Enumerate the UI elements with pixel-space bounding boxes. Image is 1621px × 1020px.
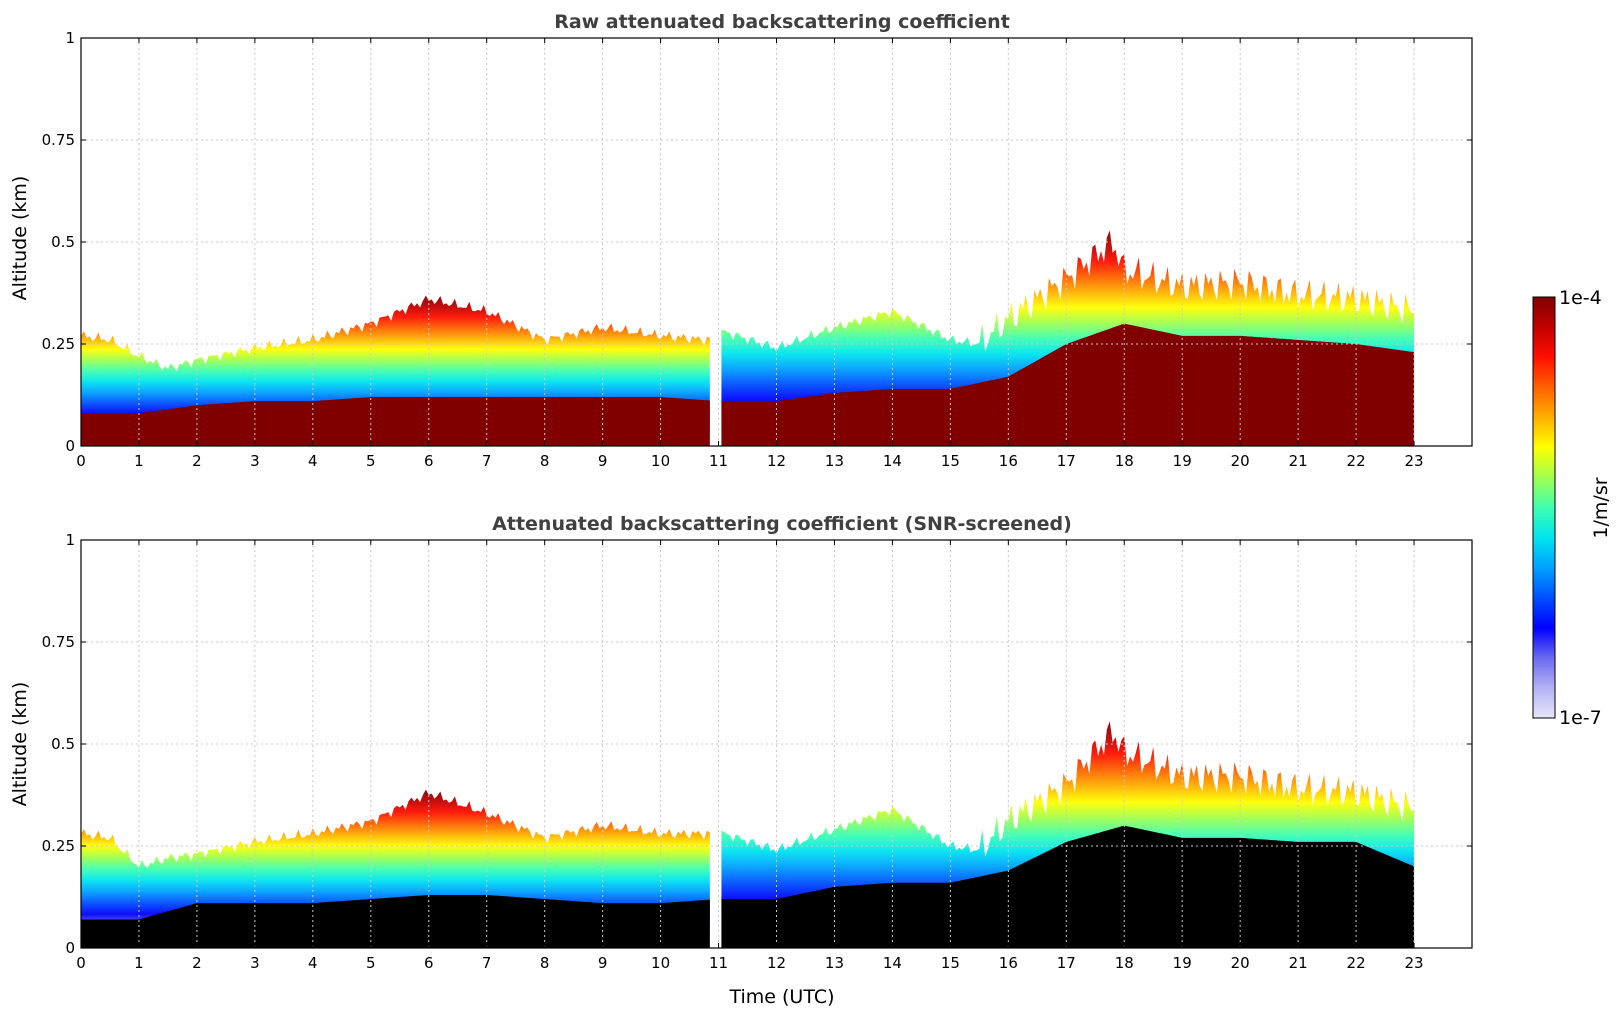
x-tick-label: 21 <box>1289 954 1308 972</box>
plot-area <box>81 230 1415 446</box>
x-tick-label: 12 <box>767 954 786 972</box>
y-axis-label: Altitude (km) <box>9 682 31 807</box>
chart-panel-screened: Attenuated backscattering coefficient (S… <box>9 513 1473 1008</box>
chart-title: Attenuated backscattering coefficient (S… <box>492 513 1072 535</box>
x-tick-label: 3 <box>250 452 260 470</box>
x-tick-label: 6 <box>424 954 434 972</box>
x-tick-label: 1 <box>134 452 144 470</box>
y-tick-label: 0 <box>65 437 75 455</box>
x-tick-label: 19 <box>1173 452 1192 470</box>
chart-panel-raw: Raw attenuated backscattering coefficien… <box>9 11 1473 470</box>
x-tick-label: 8 <box>540 452 550 470</box>
y-tick-label: 1 <box>65 531 75 549</box>
x-tick-label: 7 <box>482 954 492 972</box>
colorbar-swatch <box>1532 296 1556 719</box>
colorbar: 1e-4 1e-7 1/m/sr <box>1532 287 1612 729</box>
colorbar-max-label: 1e-4 <box>1559 287 1602 309</box>
x-tick-label: 5 <box>366 452 376 470</box>
x-tick-label: 17 <box>1057 954 1076 972</box>
x-tick-label: 1 <box>134 954 144 972</box>
x-tick-label: 15 <box>941 954 960 972</box>
x-tick-label: 13 <box>825 452 844 470</box>
x-tick-label: 8 <box>540 954 550 972</box>
x-tick-label: 22 <box>1347 954 1366 972</box>
x-tick-label: 11 <box>709 954 728 972</box>
colorbar-unit-label: 1/m/sr <box>1590 477 1612 538</box>
x-tick-label: 3 <box>250 954 260 972</box>
y-axis-label: Altitude (km) <box>9 176 31 301</box>
y-tick-label: 1 <box>65 29 75 47</box>
x-tick-label: 23 <box>1404 452 1423 470</box>
colorbar-min-label: 1e-7 <box>1559 707 1602 729</box>
y-tick-label: 0.25 <box>42 837 75 855</box>
x-tick-label: 10 <box>651 954 670 972</box>
y-tick-label: 0.75 <box>42 131 75 149</box>
x-tick-label: 22 <box>1347 452 1366 470</box>
x-tick-label: 18 <box>1115 954 1134 972</box>
saturated-core <box>81 397 710 446</box>
x-tick-label: 9 <box>598 452 608 470</box>
x-tick-label: 6 <box>424 452 434 470</box>
x-axis-label: Time (UTC) <box>728 986 834 1008</box>
x-tick-label: 15 <box>941 452 960 470</box>
saturated-core <box>721 323 1415 446</box>
x-tick-label: 5 <box>366 954 376 972</box>
y-tick-label: 0 <box>65 939 75 957</box>
saturated-core <box>81 894 710 948</box>
x-tick-label: 14 <box>883 954 902 972</box>
x-tick-label: 0 <box>76 452 86 470</box>
x-tick-label: 23 <box>1404 954 1423 972</box>
x-tick-label: 16 <box>999 452 1018 470</box>
x-tick-label: 20 <box>1231 452 1250 470</box>
x-tick-label: 9 <box>598 954 608 972</box>
x-tick-label: 21 <box>1289 452 1308 470</box>
y-tick-label: 0.75 <box>42 633 75 651</box>
y-tick-label: 0.5 <box>51 735 75 753</box>
plot-area <box>81 721 1415 948</box>
x-tick-label: 16 <box>999 954 1018 972</box>
x-tick-label: 2 <box>192 452 202 470</box>
x-tick-label: 20 <box>1231 954 1250 972</box>
x-tick-label: 4 <box>308 954 318 972</box>
x-tick-label: 19 <box>1173 954 1192 972</box>
y-tick-label: 0.25 <box>42 335 75 353</box>
x-tick-label: 18 <box>1115 452 1134 470</box>
chart-title: Raw attenuated backscattering coefficien… <box>554 11 1010 33</box>
saturated-core <box>721 825 1415 948</box>
x-tick-label: 10 <box>651 452 670 470</box>
x-tick-label: 14 <box>883 452 902 470</box>
x-tick-label: 11 <box>709 452 728 470</box>
x-tick-label: 17 <box>1057 452 1076 470</box>
x-tick-label: 4 <box>308 452 318 470</box>
x-tick-label: 13 <box>825 954 844 972</box>
y-tick-label: 0.5 <box>51 233 75 251</box>
x-tick-label: 12 <box>767 452 786 470</box>
x-tick-label: 2 <box>192 954 202 972</box>
x-tick-label: 0 <box>76 954 86 972</box>
x-tick-label: 7 <box>482 452 492 470</box>
